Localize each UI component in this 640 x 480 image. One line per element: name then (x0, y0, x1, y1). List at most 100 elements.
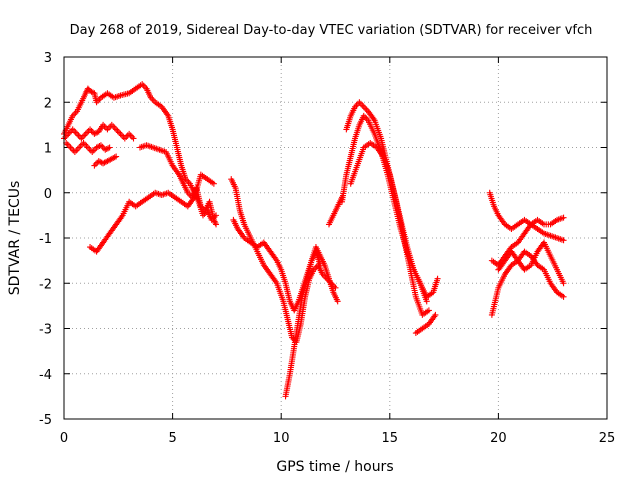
data-point-marker (72, 129, 79, 136)
series-arc-14 (412, 311, 439, 337)
x-axis-label: GPS time / hours (276, 459, 393, 475)
data-point-marker (71, 149, 78, 156)
data-point-marker (104, 126, 111, 133)
data-point-marker (79, 133, 86, 140)
data-point-marker (111, 154, 118, 161)
data-point-marker (116, 129, 123, 136)
y-tick-label: -3 (39, 323, 52, 338)
grid-layer (64, 57, 607, 419)
y-tick-label: -5 (39, 413, 52, 428)
data-point-marker (105, 145, 112, 152)
y-tick-label: 0 (44, 187, 52, 202)
y-tick-label: -1 (39, 232, 52, 247)
data-point-marker (357, 100, 364, 107)
data-point-marker (113, 126, 120, 133)
data-point-marker (118, 132, 125, 139)
data-point-marker (334, 298, 341, 305)
data-point-marker (211, 218, 218, 225)
data-point-marker (74, 130, 81, 137)
data-point-marker (84, 129, 91, 136)
data-point-marker (425, 307, 432, 314)
series-arc-12 (343, 99, 430, 305)
data-point-marker (75, 132, 82, 139)
y-axis-label: SDTVAR / TECUs (7, 181, 23, 296)
data-point-marker (106, 144, 113, 151)
data-point-marker (83, 142, 90, 149)
data-point-marker (317, 262, 324, 269)
data-point-marker (362, 105, 369, 112)
data-point-marker (71, 127, 78, 134)
data-point-marker (359, 102, 366, 109)
data-point-marker (66, 142, 73, 149)
data-point-marker (90, 147, 97, 154)
data-point-marker (111, 124, 118, 131)
y-tick-label: 2 (44, 96, 52, 111)
data-point-marker (434, 275, 441, 282)
data-point-marker (123, 133, 130, 140)
data-point-marker (129, 133, 136, 140)
series-arc-1 (61, 81, 220, 223)
data-point-marker (82, 130, 89, 137)
x-tick-label: 10 (273, 431, 290, 446)
data-point-marker (210, 180, 217, 187)
data-point-marker (140, 82, 147, 89)
marker-layer (61, 81, 567, 400)
x-tick-label: 20 (490, 431, 507, 446)
data-point-marker (91, 162, 98, 169)
data-point-marker (87, 126, 94, 133)
series-arc-4 (91, 153, 120, 169)
x-tick-label: 15 (382, 431, 399, 446)
data-point-marker (81, 132, 88, 139)
series-arc-11 (339, 112, 441, 300)
data-point-marker (560, 214, 567, 221)
data-point-marker (81, 141, 88, 148)
series-arc-6 (87, 171, 217, 255)
y-tick-label: -2 (39, 277, 52, 292)
data-point-marker (86, 146, 93, 153)
data-point-marker (114, 127, 121, 134)
data-point-marker (84, 144, 91, 151)
data-point-marker (96, 142, 103, 149)
data-point-marker (105, 124, 112, 131)
series-arc-18 (495, 239, 567, 287)
tick-layer: 0 5 10 15 20 25 -5 -4 -3 -2 -1 0 1 2 3 (39, 51, 615, 446)
series-arc-3 (63, 139, 113, 156)
chart-title: Day 268 of 2019, Sidereal Day-to-day VTE… (70, 23, 593, 38)
data-point-marker (89, 149, 96, 156)
data-point-marker (423, 298, 430, 305)
data-point-marker (126, 130, 133, 137)
data-point-marker (360, 103, 367, 110)
data-point-marker (113, 153, 120, 160)
data-point-marker (432, 311, 439, 318)
data-point-marker (64, 141, 71, 148)
data-point-marker (69, 126, 76, 133)
x-tick-label: 25 (599, 431, 616, 446)
data-point-marker (127, 132, 134, 139)
data-point-marker (121, 135, 128, 142)
series-arc-15 (486, 189, 567, 244)
data-point-marker (77, 142, 84, 149)
data-point-marker (560, 237, 567, 244)
data-point-marker (560, 293, 567, 300)
series-arc-13 (347, 139, 432, 318)
data-point-marker (356, 99, 363, 106)
data-point-marker (68, 146, 75, 153)
y-tick-label: -4 (39, 368, 52, 383)
data-point-marker (110, 123, 117, 130)
data-point-marker (62, 133, 69, 140)
data-point-marker (117, 130, 124, 137)
data-point-marker (213, 221, 220, 228)
y-tick-label: 1 (44, 142, 52, 157)
series-arc-16 (488, 214, 567, 269)
data-point-marker (74, 146, 81, 153)
data-point-marker (130, 135, 137, 142)
data-point-marker (560, 280, 567, 287)
x-tick-label: 0 (60, 431, 68, 446)
x-tick-label: 5 (168, 431, 176, 446)
series-arc-2 (61, 121, 137, 142)
data-point-marker (67, 144, 74, 151)
series-arc-9 (282, 248, 324, 400)
y-tick-label: 3 (44, 51, 52, 66)
data-point-marker (73, 147, 80, 154)
